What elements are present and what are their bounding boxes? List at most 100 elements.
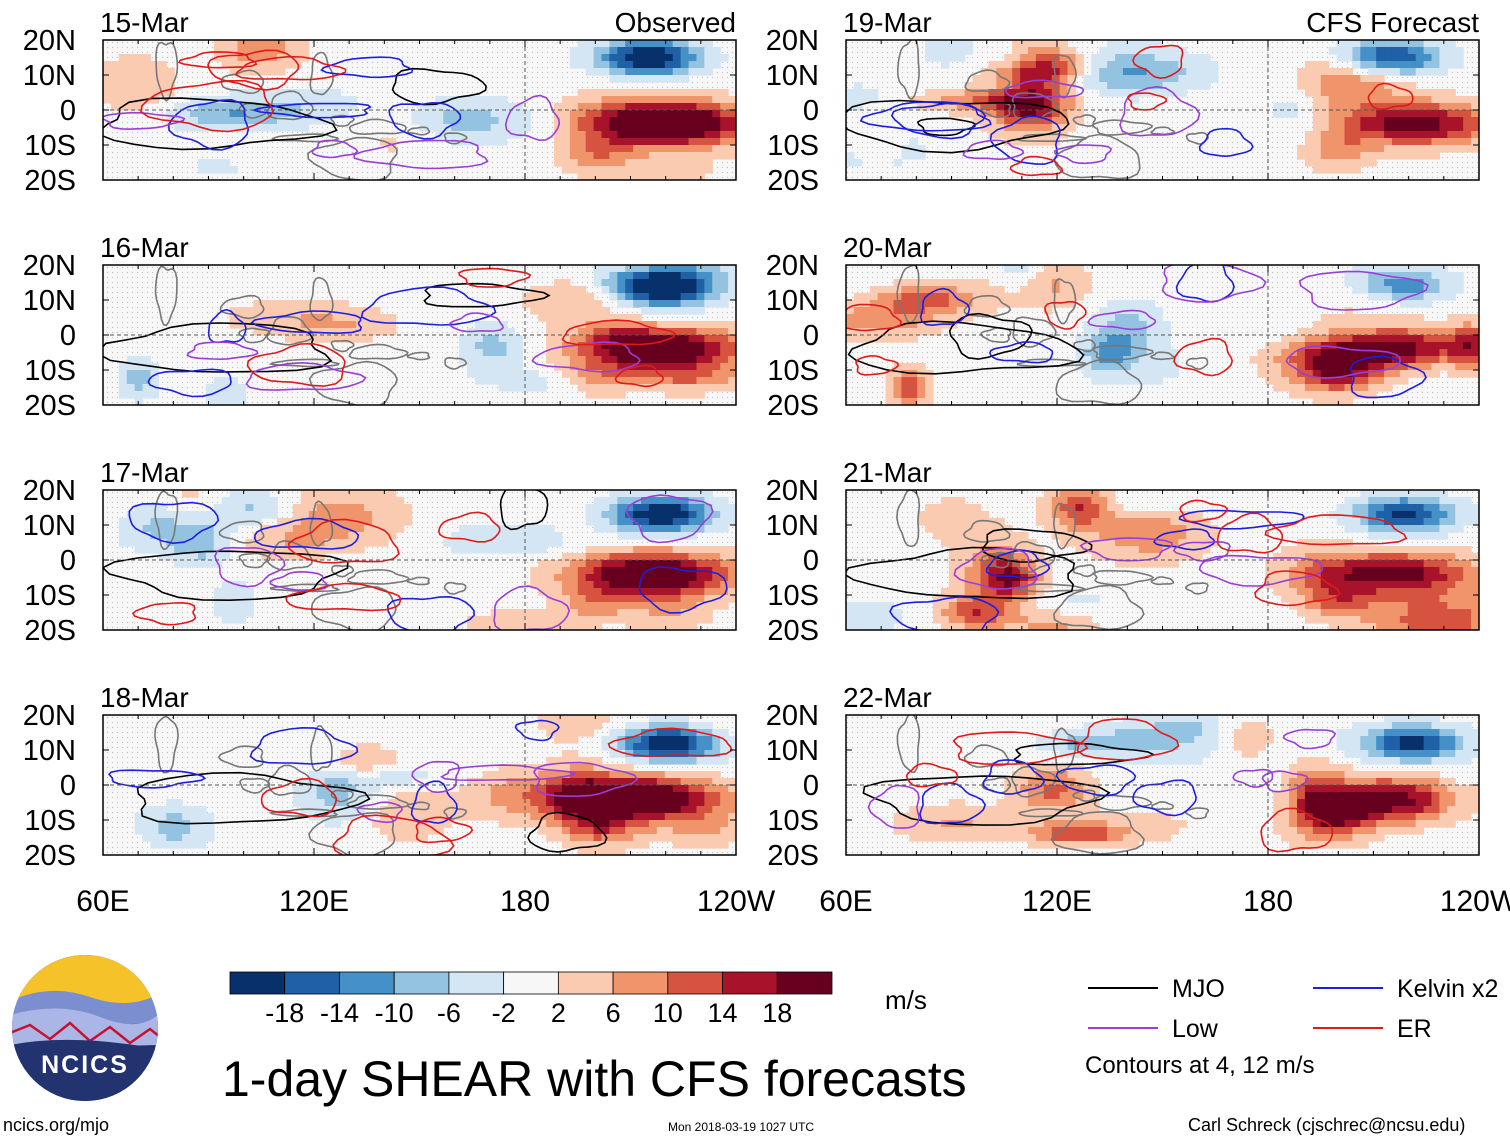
shear-cell	[1415, 356, 1425, 364]
shear-cell	[530, 546, 539, 554]
shear-cell	[213, 525, 223, 533]
shear-cell	[1344, 307, 1353, 315]
shear-cell	[948, 525, 958, 533]
shear-cell	[1312, 581, 1322, 589]
shear-cell	[672, 813, 682, 821]
shear-cell	[728, 138, 736, 146]
shear-cell	[1027, 68, 1037, 76]
shear-cell	[648, 813, 658, 821]
shear-cell	[648, 560, 658, 568]
shear-cell	[720, 286, 729, 294]
shear-cell	[1043, 286, 1053, 294]
shear-cell	[1407, 145, 1417, 153]
shear-cell	[1423, 145, 1433, 153]
shear-cell	[1328, 384, 1338, 392]
shear-cell	[466, 342, 476, 350]
shear-cell	[593, 54, 603, 62]
shear-cell	[1130, 363, 1140, 371]
shear-cell	[1352, 342, 1361, 350]
shear-cell	[1051, 96, 1061, 104]
shear-cell	[1067, 279, 1077, 287]
shear-cell	[1115, 546, 1124, 554]
shear-cell	[561, 349, 571, 357]
shear-cell	[514, 792, 523, 800]
shear-cell	[696, 820, 705, 828]
shear-cell	[1107, 518, 1116, 526]
shear-cell	[704, 553, 713, 561]
shear-cell	[1415, 124, 1425, 132]
shear-cell	[1415, 574, 1425, 582]
shear-cell	[1399, 321, 1409, 329]
shear-cell	[506, 370, 516, 378]
shear-cell	[1423, 61, 1433, 69]
shear-cell	[261, 504, 270, 512]
shear-cell	[261, 553, 270, 561]
shear-cell	[1384, 110, 1393, 118]
contour-low	[1053, 144, 1113, 165]
shear-cell	[593, 820, 603, 828]
contour-low	[186, 341, 259, 361]
shear-cell	[554, 279, 563, 287]
shear-cell	[1273, 581, 1282, 589]
shear-cell	[253, 54, 262, 62]
shear-cell	[569, 813, 579, 821]
shear-cell	[522, 110, 531, 118]
shear-cell	[577, 377, 587, 385]
shear-cell	[261, 328, 270, 336]
panel-ticks	[845, 39, 1480, 181]
shear-cell	[1265, 377, 1274, 385]
shear-cell	[704, 820, 713, 828]
shear-cell	[609, 595, 618, 603]
shear-cell	[1130, 300, 1140, 308]
shear-cell	[925, 54, 934, 62]
shear-cell	[1154, 54, 1164, 62]
shear-cell	[498, 328, 508, 336]
shear-cell	[1012, 96, 1021, 104]
shear-cell	[1384, 314, 1393, 322]
shear-cell	[569, 293, 579, 301]
shear-cell	[1170, 75, 1179, 83]
shear-cell	[925, 328, 934, 336]
shear-cell	[680, 328, 690, 336]
shear-cell	[1368, 560, 1377, 568]
shear-cell	[498, 342, 508, 350]
shear-cell	[712, 757, 721, 765]
shear-cell	[277, 47, 286, 55]
shear-cell	[522, 820, 531, 828]
shear-cell	[901, 152, 910, 160]
shear-cell	[1107, 328, 1116, 336]
shear-cell	[1360, 356, 1369, 364]
shear-cell	[166, 841, 175, 849]
shear-cell	[1399, 377, 1409, 385]
shear-cell	[166, 553, 175, 561]
shear-cell	[720, 265, 729, 273]
shear-cell	[656, 370, 666, 378]
shear-cell	[1384, 511, 1393, 519]
contour-er	[855, 355, 900, 376]
shear-cell	[1304, 131, 1314, 139]
shear-cell	[909, 286, 918, 294]
shear-cell	[1344, 89, 1353, 97]
shear-cell	[609, 616, 618, 624]
shear-cell	[648, 518, 658, 526]
shear-cell	[103, 68, 112, 76]
shear-cell	[688, 792, 698, 800]
shear-cell	[190, 490, 199, 498]
shear-cell	[609, 820, 618, 828]
shear-cell	[956, 532, 966, 540]
shear-cell	[1083, 525, 1092, 533]
shear-cell	[1431, 89, 1441, 97]
shear-cell	[585, 68, 595, 76]
shear-cell	[988, 103, 997, 111]
shear-cell	[648, 715, 658, 723]
shear-cell	[688, 827, 698, 835]
shear-cell	[680, 356, 690, 364]
shear-cell	[656, 286, 666, 294]
shear-cell	[933, 504, 942, 512]
shear-cell	[292, 117, 302, 125]
shear-cell	[1059, 504, 1069, 512]
shear-cell	[1431, 349, 1441, 357]
shear-cell	[696, 722, 705, 730]
shear-cell	[1004, 68, 1013, 76]
shear-cell	[1067, 110, 1077, 118]
